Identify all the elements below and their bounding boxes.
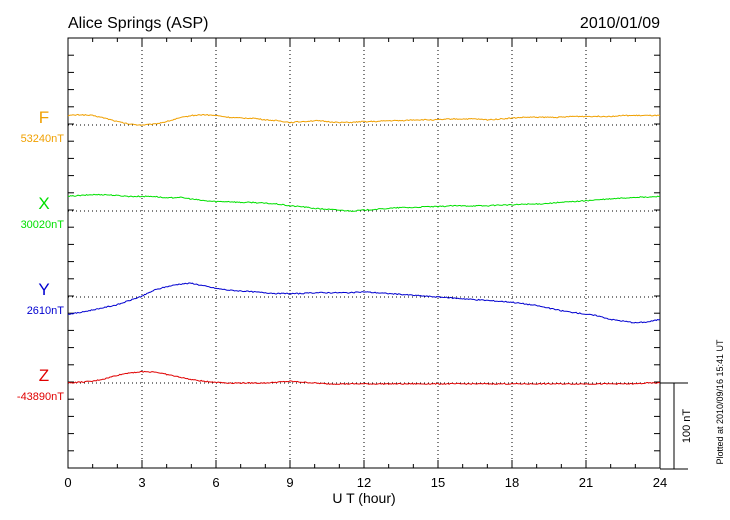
series-line-Z <box>67 370 661 386</box>
scale-bar-label: 100 nT <box>681 409 693 444</box>
series-line-F <box>67 113 661 126</box>
series-baseline-F: 53240nT <box>21 133 65 145</box>
series-name-Y: Y <box>38 280 49 299</box>
grid <box>68 38 660 468</box>
plotted-note: Plotted at 2010/09/16 15:41 UT <box>715 339 725 465</box>
x-tick-label-24: 24 <box>653 475 667 490</box>
series-baseline-X: 30020nT <box>21 219 65 231</box>
x-axis-label: U T (hour) <box>332 490 395 506</box>
x-tick-label-9: 9 <box>286 475 293 490</box>
series-name-F: F <box>39 108 49 127</box>
x-tick-label-21: 21 <box>579 475 593 490</box>
series-baseline-Y: 2610nT <box>27 305 65 317</box>
series-line-X <box>67 193 661 213</box>
series-name-X: X <box>38 194 49 213</box>
series-group <box>67 113 661 386</box>
axis-ticks <box>67 37 661 469</box>
series-baseline-Z: -43890nT <box>17 391 64 403</box>
x-tick-label-18: 18 <box>505 475 519 490</box>
x-tick-label-6: 6 <box>212 475 219 490</box>
series-line-Y <box>67 282 661 324</box>
series-name-Z: Z <box>39 366 49 385</box>
x-tick-label-12: 12 <box>357 475 371 490</box>
series-labels: F 53240nT X 30020nT Y 2610nT Z -43890nT <box>17 108 64 403</box>
scale-bar: 100 nT <box>660 382 693 470</box>
x-tick-labels: 0 3 6 9 12 15 18 21 24 <box>64 475 667 490</box>
x-tick-label-3: 3 <box>138 475 145 490</box>
station-title: Alice Springs (ASP) <box>68 15 209 32</box>
date-label: 2010/01/09 <box>580 15 660 32</box>
x-tick-label-0: 0 <box>64 475 71 490</box>
x-tick-label-15: 15 <box>431 475 445 490</box>
